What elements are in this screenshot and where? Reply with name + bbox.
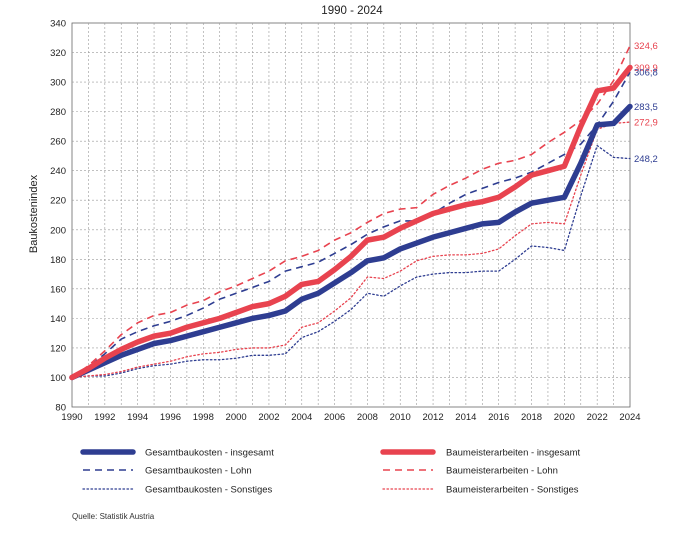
x-tick-label: 2014: [455, 412, 476, 423]
y-tick-label: 320: [50, 48, 66, 59]
x-tick-label: 2020: [554, 412, 575, 423]
legend-label: Gesamtbaukosten - insgesamt: [145, 448, 274, 459]
y-tick-label: 120: [50, 343, 66, 354]
x-tick-label: 2012: [422, 412, 443, 423]
x-tick-label: 2016: [488, 412, 509, 423]
y-tick-label: 260: [50, 137, 66, 148]
y-tick-label: 240: [50, 166, 66, 177]
x-tick-label: 1998: [193, 412, 214, 423]
x-tick-label: 1994: [127, 412, 148, 423]
x-tick-label: 2004: [291, 412, 312, 423]
legend-label: Baumeisterarbeiten - Lohn: [446, 466, 558, 477]
x-tick-label: 2022: [587, 412, 608, 423]
series-line: [71, 121, 631, 379]
series-end-label: 248,2: [634, 154, 658, 165]
y-tick-label: 280: [50, 107, 66, 118]
x-tick-label: 1992: [94, 412, 115, 423]
x-tick-label: 1990: [61, 412, 82, 423]
x-tick-label: 2000: [226, 412, 247, 423]
x-tick-label: 2018: [521, 412, 542, 423]
series-line: [69, 103, 633, 381]
grid: [71, 22, 631, 408]
series-end-label: 324,6: [634, 41, 658, 52]
x-tick-label: 2006: [324, 412, 345, 423]
series-line: [71, 144, 631, 379]
chart-title: 1990 - 2024: [321, 5, 383, 17]
legend: Gesamtbaukosten - insgesamt Baumeisterarb…: [80, 448, 580, 496]
x-tick-label: 2024: [619, 412, 640, 423]
series-line: [71, 45, 631, 379]
y-tick-label: 180: [50, 255, 66, 266]
series-lines: [69, 45, 633, 381]
y-tick-label: 340: [50, 19, 66, 30]
legend-label: Baumeisterarbeiten - insgesamt: [446, 448, 580, 459]
legend-label: Gesamtbaukosten - Lohn: [145, 466, 252, 477]
y-axis-label: Baukostenindex: [28, 174, 40, 253]
series-end-label: 272,9: [634, 118, 658, 129]
x-tick-label: 2010: [390, 412, 411, 423]
x-tick-label: 2002: [258, 412, 279, 423]
x-tick-label: 1996: [160, 412, 181, 423]
legend-label: Gesamtbaukosten - Sonstiges: [145, 485, 273, 496]
axes: 80 100 120 140 160 180 200 220 240 260 280 300 320 34…: [50, 19, 640, 424]
y-tick-label: 160: [50, 284, 66, 295]
series-line: [69, 64, 633, 381]
y-tick-label: 200: [50, 225, 66, 236]
y-tick-label: 100: [50, 373, 66, 384]
y-tick-label: 220: [50, 196, 66, 207]
y-tick-label: 140: [50, 314, 66, 325]
series-end-label: 306,8: [634, 68, 658, 79]
source-note: Quelle: Statistik Austria: [72, 512, 155, 521]
series-end-label: 309,9: [634, 63, 658, 74]
x-tick-label: 2008: [357, 412, 378, 423]
series-end-label: 283,5: [634, 102, 658, 113]
y-tick-label: 80: [55, 403, 66, 414]
legend-label: Baumeisterarbeiten - Sonstiges: [446, 485, 579, 496]
series-line: [71, 71, 631, 379]
y-tick-label: 300: [50, 78, 66, 89]
